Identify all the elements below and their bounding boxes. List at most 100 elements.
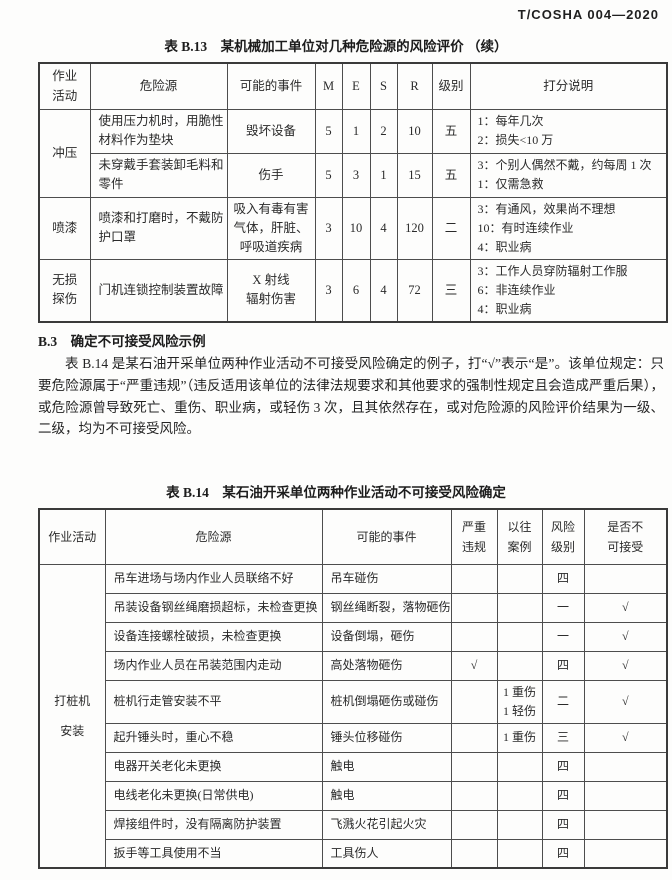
header-line: 作业 xyxy=(52,69,78,84)
section-b3-paragraph: 表 B.14 是某石油开采单位两种作业活动不可接受风险确定的例子，打“√”表示“… xyxy=(38,356,664,437)
event-cell: 触电 xyxy=(321,780,452,811)
b14-col-hazard: 危险源 xyxy=(104,508,323,565)
e-cell: 10 xyxy=(341,196,371,260)
cases-cell xyxy=(496,751,543,782)
table-row: 电器开关老化未更换 触电 四 xyxy=(39,751,668,782)
notes-cell: 3：工作人员穿防辐射工作服 6：非连续作业 4：职业病 xyxy=(469,258,668,322)
hazard-cell: 扳手等工具使用不当 xyxy=(104,838,323,869)
table-row: 扳手等工具使用不当 工具伤人 四 xyxy=(39,838,668,869)
e-cell: 6 xyxy=(341,258,371,322)
level-cell: 四 xyxy=(541,650,585,681)
table-b13-title: 表 B.13 某机械加工单位对几种危险源的风险评价 （续） xyxy=(164,39,508,54)
s-cell: 1 xyxy=(369,152,398,198)
accept-cell: √ xyxy=(583,722,668,753)
header-line: 活动 xyxy=(52,89,78,104)
accept-cell: √ xyxy=(583,592,668,623)
notes-cell: 3：个别人偶然不戴，约每周 1 次 1：仅需急救 xyxy=(469,152,668,198)
accept-cell xyxy=(583,563,668,594)
violation-cell xyxy=(450,809,498,840)
hazard-cell: 喷漆和打磨时，不戴防护口罩 xyxy=(89,196,228,260)
event-cell: 飞溅火花引起火灾 xyxy=(321,809,452,840)
hazard-cell: 未穿戴手套装卸毛料和零件 xyxy=(89,152,228,198)
accept-cell xyxy=(583,751,668,782)
hazard-cell: 场内作业人员在吊装范围内走动 xyxy=(104,650,323,681)
cases-cell xyxy=(496,650,543,681)
event-cell: 桩机倒塌砸伤或碰伤 xyxy=(321,679,452,724)
hazard-cell: 焊接组件时，没有隔离防护装置 xyxy=(104,809,323,840)
hazard-cell: 起升锤头时，重心不稳 xyxy=(104,722,323,753)
table-row: 未穿戴手套装卸毛料和零件 伤手 5 3 1 15 五 3：个别人偶然不戴，约每周… xyxy=(39,152,668,198)
level-cell: 四 xyxy=(541,751,585,782)
r-cell: 72 xyxy=(396,258,433,322)
accept-cell xyxy=(583,838,668,869)
m-cell: 3 xyxy=(314,258,343,322)
hazard-cell: 吊车进场与场内作业人员联络不好 xyxy=(104,563,323,594)
activity-cell: 冲压 xyxy=(38,108,91,198)
hazard-cell: 电器开关老化未更换 xyxy=(104,751,323,782)
m-cell: 5 xyxy=(314,152,343,198)
table-row: 无损 探伤 门机连锁控制装置故障 X 射线 辐射伤害 3 6 4 72 三 3：… xyxy=(38,258,668,322)
cases-cell xyxy=(496,592,543,623)
level-cell: 一 xyxy=(541,621,585,652)
b13-col-r: R xyxy=(396,62,433,110)
accept-cell: √ xyxy=(583,621,668,652)
level-cell: 四 xyxy=(541,809,585,840)
table-b14: 作业活动 危险源 可能的事件 严重 违规 以往 案例 风险 级别 是否不 可接受… xyxy=(38,508,668,869)
level-cell: 五 xyxy=(431,152,471,198)
notes-cell: 1：每年几次 2：损失<10 万 xyxy=(469,108,668,154)
table-b13: 作业 活动 危险源 可能的事件 M E S R 级别 打分说明 冲压 使用压力机… xyxy=(38,62,668,323)
hazard-cell: 桩机行走管安装不平 xyxy=(104,679,323,724)
level-cell: 四 xyxy=(541,838,585,869)
level-cell: 三 xyxy=(541,722,585,753)
cases-cell xyxy=(496,809,543,840)
violation-cell xyxy=(450,563,498,594)
violation-cell xyxy=(450,621,498,652)
table-row: 冲压 使用压力机时，用脆性材料作为垫块 毁坏设备 5 1 2 10 五 1：每年… xyxy=(38,108,668,198)
b13-col-s: S xyxy=(369,62,398,110)
notes-cell: 3：有通风，效果尚不理想 10：有时连续作业 4：职业病 xyxy=(469,196,668,260)
event-cell: 高处落物砸伤 xyxy=(321,650,452,681)
b14-col-event: 可能的事件 xyxy=(321,508,452,565)
table-row: 喷漆 喷漆和打磨时，不戴防护口罩 吸入有毒有害 气体，肝脏、 呼吸道疾病 3 1… xyxy=(38,196,668,260)
event-cell: X 射线 辐射伤害 xyxy=(226,258,316,322)
violation-cell: √ xyxy=(450,650,498,681)
e-cell: 3 xyxy=(341,152,371,198)
cases-cell: 1 重伤 xyxy=(496,722,543,753)
table-row: 吊装设备钢丝绳磨损超标，未检查更换 钢丝绳断裂，落物砸伤 一 √ xyxy=(39,592,668,623)
level-cell: 二 xyxy=(431,196,471,260)
e-cell: 1 xyxy=(341,108,371,154)
cases-cell xyxy=(496,838,543,869)
hazard-cell: 门机连锁控制装置故障 xyxy=(89,258,228,322)
b13-col-level: 级别 xyxy=(431,62,471,110)
r-cell: 10 xyxy=(396,108,433,154)
event-cell: 设备倒塌，砸伤 xyxy=(321,621,452,652)
violation-cell xyxy=(450,838,498,869)
m-cell: 5 xyxy=(314,108,343,154)
accept-cell: √ xyxy=(583,679,668,724)
cases-cell xyxy=(496,621,543,652)
event-cell: 工具伤人 xyxy=(321,838,452,869)
level-cell: 四 xyxy=(541,563,585,594)
event-cell: 吸入有毒有害 气体，肝脏、 呼吸道疾病 xyxy=(226,196,316,260)
table-row: 起升锤头时，重心不稳 锤头位移碰伤 1 重伤 三 √ xyxy=(39,722,668,753)
s-cell: 4 xyxy=(369,258,398,322)
violation-cell xyxy=(450,679,498,724)
activity-group-cell: 打桩机 安装 xyxy=(38,563,106,869)
table-row: 设备连接螺栓破损，未检查更换 设备倒塌，砸伤 一 √ xyxy=(39,621,668,652)
table-row: 焊接组件时，没有隔离防护装置 飞溅火花引起火灾 四 xyxy=(39,809,668,840)
section-b3-heading: B.3 确定不可接受风险示例 xyxy=(38,334,206,349)
b13-col-e: E xyxy=(341,62,371,110)
hazard-cell: 吊装设备钢丝绳磨损超标，未检查更换 xyxy=(104,592,323,623)
accept-cell xyxy=(583,809,668,840)
hazard-cell: 设备连接螺栓破损，未检查更换 xyxy=(104,621,323,652)
level-cell: 四 xyxy=(541,780,585,811)
event-cell: 钢丝绳断裂，落物砸伤 xyxy=(321,592,452,623)
event-cell: 吊车碰伤 xyxy=(321,563,452,594)
level-cell: 三 xyxy=(431,258,471,322)
b14-col-level: 风险 级别 xyxy=(541,508,585,565)
r-cell: 120 xyxy=(396,196,433,260)
b14-col-activity: 作业活动 xyxy=(38,508,106,565)
table-row: 桩机行走管安装不平 桩机倒塌砸伤或碰伤 1 重伤 1 轻伤 二 √ xyxy=(39,679,668,724)
table-row: 场内作业人员在吊装范围内走动 高处落物砸伤 √ 四 √ xyxy=(39,650,668,681)
